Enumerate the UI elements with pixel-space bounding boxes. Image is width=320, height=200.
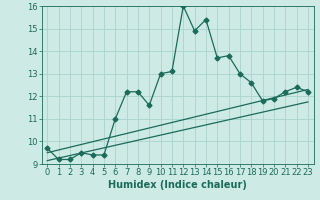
X-axis label: Humidex (Indice chaleur): Humidex (Indice chaleur): [108, 180, 247, 190]
